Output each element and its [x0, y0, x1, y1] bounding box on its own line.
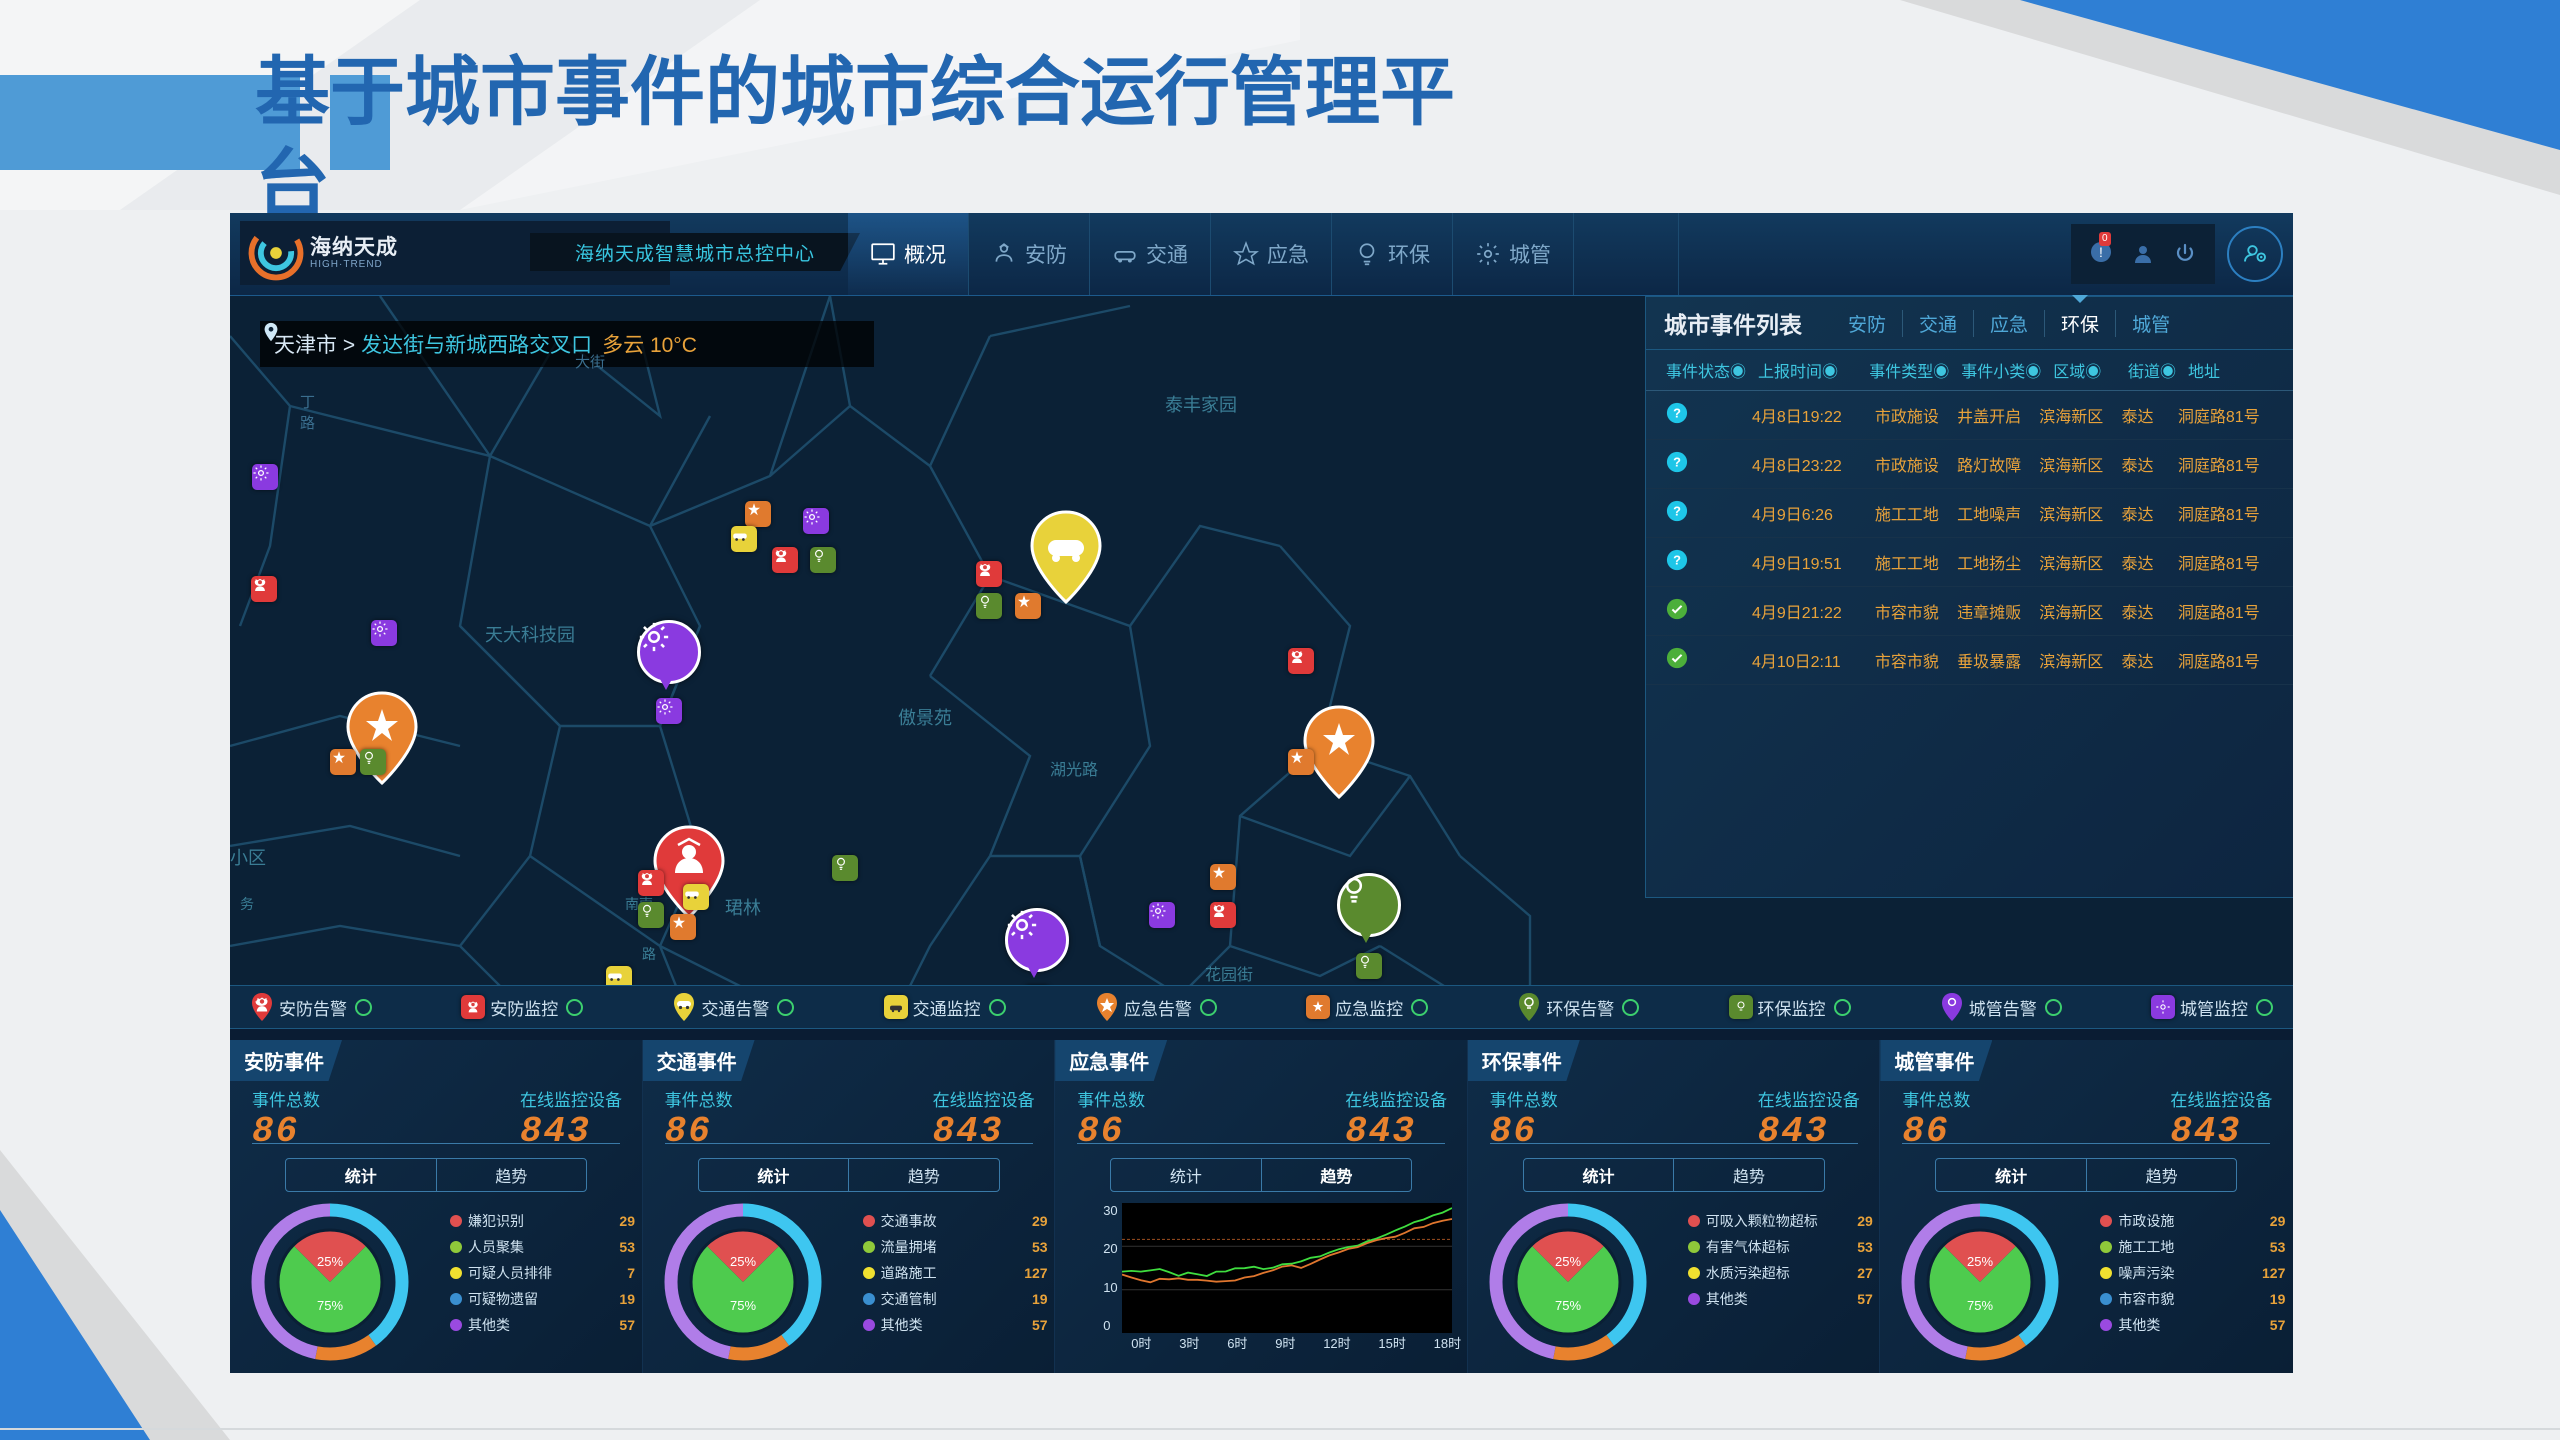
svg-text:25%: 25% — [317, 1254, 343, 1269]
svg-text:75%: 75% — [1555, 1298, 1581, 1313]
svg-text:?: ? — [1673, 454, 1681, 469]
svg-text:25%: 25% — [1967, 1254, 1993, 1269]
svg-text:?: ? — [1673, 405, 1681, 420]
svg-text:?: ? — [1673, 503, 1681, 518]
svg-text:!: ! — [2099, 244, 2103, 260]
svg-text:25%: 25% — [730, 1254, 756, 1269]
svg-text:75%: 75% — [730, 1298, 756, 1313]
svg-text:75%: 75% — [1967, 1298, 1993, 1313]
svg-text:75%: 75% — [317, 1298, 343, 1313]
svg-text:25%: 25% — [1555, 1254, 1581, 1269]
svg-text:?: ? — [1673, 552, 1681, 567]
